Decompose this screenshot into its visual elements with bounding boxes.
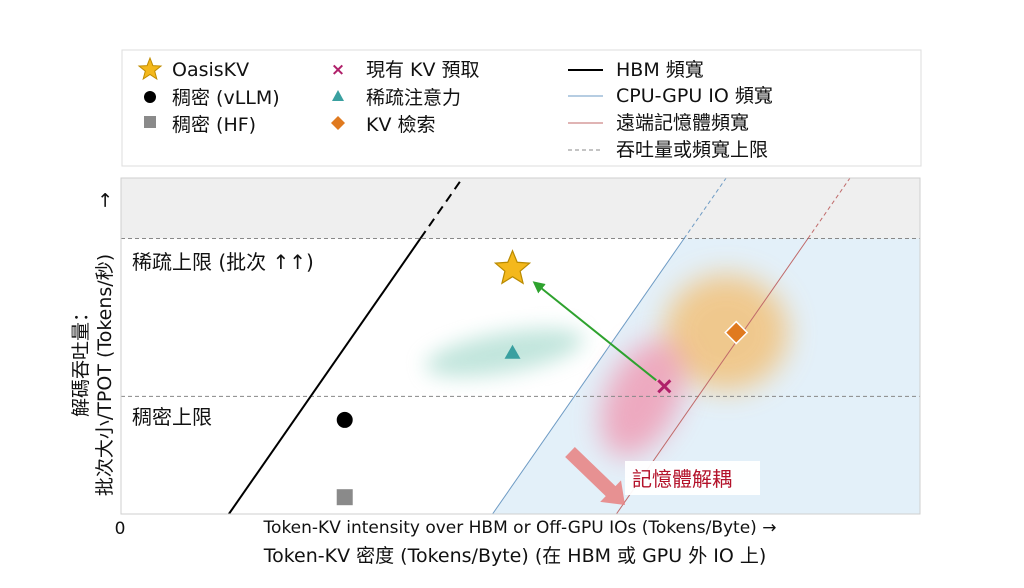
legend-label-ceiling: 吞吐量或頻寬上限 [616,139,768,161]
legend-label-dense-hf: 稠密 (HF) [172,114,256,136]
kv-prefetch-cloud [600,340,685,457]
legend-label-prefetch: 現有 KV 預取 [366,59,480,81]
data-point-x [657,379,672,394]
x-axis-label-line1: Token-KV intensity over HBM or Off-GPU I… [263,518,777,538]
x-origin-label: 0 [115,519,126,539]
legend-label-oasiskv: OasisKV [172,59,249,81]
legend-label-remote: 遠端記憶體頻寬 [616,112,749,134]
legend-label-sparse-attention: 稀疏注意力 [366,87,461,109]
legend-label-dense-vllm: 稠密 (vLLM) [172,87,280,109]
hbm-bandwidth-line-extension [419,178,464,240]
cpu-gpu-io-bandwidth-line [492,238,685,514]
x-axis-label-line2: Token-KV 密度 (Tokens/Byte) (在 HBM 或 GPU 外… [263,545,767,567]
data-point-diamond [724,320,749,345]
legend-col1: OasisKV 稠密 (vLLM) 稠密 (HF) [137,56,280,136]
y-axis-label-line2: 批次大小/TPOT (Tokens/秒) [94,254,116,496]
sparse-ceiling-band [121,178,920,239]
cpu-gpu-io-bandwidth-line-extension [683,178,727,239]
legend-box [121,49,922,167]
sparse-attention-cloud [425,328,584,377]
data-point-star [493,249,532,285]
memory-decoupling-annotation: 記憶體解耦 [632,467,732,491]
data-point-square [336,489,353,506]
y-axis-arrow: → [94,192,116,208]
legend-triangle-icon [332,90,344,101]
improvement-arrow [532,281,657,382]
legend-x-icon: × [331,60,345,80]
legend-star-icon [137,56,163,81]
y-axis-label-line1: 解碼吞吐量： [70,303,92,417]
legend-col3: HBM 頻寬 CPU-GPU IO 頻寬 遠端記憶體頻寬 吞吐量或頻寬上限 [568,59,773,161]
legend-label-kv-retrieval: KV 檢索 [366,114,436,136]
hbm-bandwidth-line [228,237,422,514]
dense-ceiling-label: 稠密上限 [132,405,212,429]
memory-decoupling-arrow [565,446,625,505]
sparse-ceiling-label: 稀疏上限 (批次 ↑↑) [132,250,314,274]
plot-frame [120,177,921,515]
legend-square-icon [144,116,156,128]
data-point-circle [336,411,353,428]
annotation-box [625,461,760,495]
legend-label-io: CPU-GPU IO 頻寬 [616,85,773,107]
legend-circle-icon [144,91,156,103]
legend-label-hbm: HBM 頻寬 [616,59,704,81]
data-point-triangle [504,344,521,359]
legend-diamond-icon [331,116,345,130]
remote-memory-bandwidth-line-extension [807,178,851,239]
legend-col2: × 現有 KV 預取 稀疏注意力 KV 檢索 [331,59,480,136]
